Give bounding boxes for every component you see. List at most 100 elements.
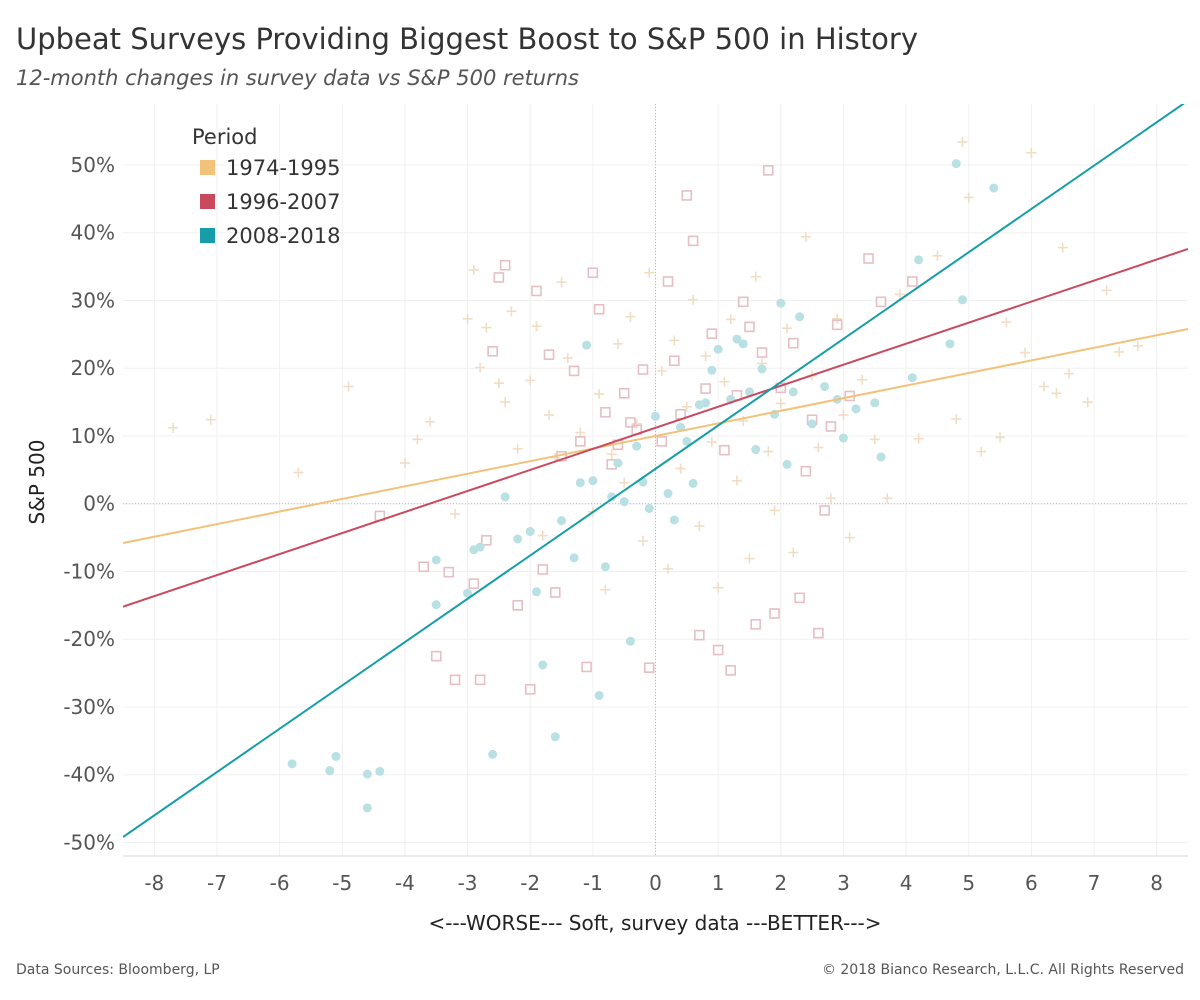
data-point-circle — [525, 526, 535, 536]
data-point-circle — [644, 503, 654, 513]
y-tick-label: -10% — [63, 559, 115, 583]
data-point-square — [512, 600, 523, 611]
data-point-plus — [424, 416, 435, 427]
data-point-circle — [488, 749, 498, 759]
trendline — [123, 327, 1188, 544]
data-point-square — [625, 417, 636, 428]
x-tick-label: 5 — [962, 871, 975, 895]
data-point-square — [750, 619, 762, 630]
data-point-circle — [807, 419, 817, 429]
data-point-circle — [575, 478, 585, 488]
data-point-circle — [669, 515, 679, 525]
data-point-plus — [399, 458, 410, 469]
data-point-square — [418, 561, 430, 573]
data-point-circle — [907, 373, 917, 383]
data-point-plus — [675, 463, 686, 474]
data-point-square — [831, 319, 843, 331]
data-point-circle — [362, 769, 372, 779]
data-point-square — [744, 321, 755, 333]
legend-entry: 1996-2007 — [226, 190, 340, 214]
y-tick-label: -40% — [63, 763, 115, 787]
y-axis-title: S&P 500 — [25, 440, 49, 525]
data-point-square — [769, 608, 780, 619]
data-point-circle — [613, 458, 623, 468]
data-point-circle — [431, 555, 441, 565]
data-point-plus — [594, 388, 605, 399]
data-point-square — [712, 644, 724, 656]
data-point-plus — [1051, 388, 1062, 399]
data-point-plus — [825, 493, 836, 504]
data-point-plus — [700, 351, 711, 362]
data-point-plus — [412, 434, 423, 445]
data-point-circle — [513, 534, 523, 544]
data-point-circle — [375, 766, 385, 776]
data-point-circle — [625, 636, 635, 646]
x-tick-label: 4 — [900, 871, 913, 895]
data-point-plus — [606, 449, 617, 460]
data-point-square — [537, 564, 549, 575]
data-point-square — [575, 436, 586, 447]
data-point-square — [813, 627, 824, 639]
data-point-plus — [293, 467, 304, 478]
data-point-circle — [701, 398, 711, 408]
data-point-plus — [957, 136, 968, 147]
data-point-plus — [1038, 381, 1049, 392]
x-tick-label: 1 — [712, 871, 725, 895]
data-point-plus — [706, 437, 717, 448]
data-point-square — [637, 364, 649, 375]
data-point-square — [875, 296, 887, 308]
data-point-circle — [788, 387, 798, 397]
data-point-square — [907, 276, 918, 287]
data-point-square — [687, 235, 699, 247]
data-point-plus — [894, 289, 905, 300]
data-point-square — [549, 587, 561, 598]
data-point-square — [694, 629, 705, 641]
data-point-square — [643, 662, 655, 673]
data-point-circle — [782, 459, 792, 469]
data-point-plus — [976, 446, 987, 457]
x-tick-label: -6 — [270, 871, 290, 895]
data-point-plus — [769, 505, 780, 516]
data-point-square — [474, 674, 486, 686]
data-point-plus — [857, 374, 868, 385]
data-point-circle — [688, 478, 698, 488]
y-tick-label: -50% — [63, 830, 115, 854]
data-point-plus — [644, 267, 655, 278]
data-point-circle — [951, 159, 961, 169]
x-tick-label: 6 — [1025, 871, 1038, 895]
data-point-plus — [343, 381, 354, 392]
y-tick-label: 40% — [71, 221, 115, 245]
y-tick-label: 20% — [71, 356, 115, 380]
data-point-circle — [838, 433, 848, 443]
data-point-circle — [945, 339, 955, 349]
data-point-square — [493, 272, 505, 283]
data-point-circle — [876, 452, 886, 462]
data-point-plus — [493, 378, 504, 389]
data-point-plus — [775, 398, 786, 409]
data-point-plus — [788, 547, 799, 558]
data-point-plus — [525, 375, 536, 386]
x-tick-label: 2 — [774, 871, 787, 895]
data-point-circle — [707, 365, 717, 375]
data-point-plus — [506, 306, 517, 317]
data-point-square — [618, 387, 630, 399]
data-point-plus — [512, 443, 523, 454]
data-point-square — [531, 285, 542, 297]
data-point-square — [725, 665, 736, 676]
y-tick-label: -30% — [63, 695, 115, 719]
chart-subtitle: 12-month changes in survey data vs S&P 5… — [16, 66, 579, 90]
y-tick-label: 50% — [71, 153, 115, 177]
data-point-circle — [651, 411, 660, 421]
data-point-plus — [913, 433, 924, 444]
legend-swatch — [200, 228, 215, 243]
data-point-plus — [531, 321, 542, 332]
data-point-circle — [682, 436, 692, 446]
data-point-plus — [750, 271, 761, 282]
data-point-square — [543, 349, 555, 360]
data-point-plus — [688, 294, 699, 305]
data-point-square — [449, 674, 461, 686]
data-point-circle — [431, 600, 441, 610]
trendlines-layer — [123, 104, 1188, 838]
data-point-plus — [468, 264, 479, 275]
data-point-plus — [782, 323, 793, 334]
